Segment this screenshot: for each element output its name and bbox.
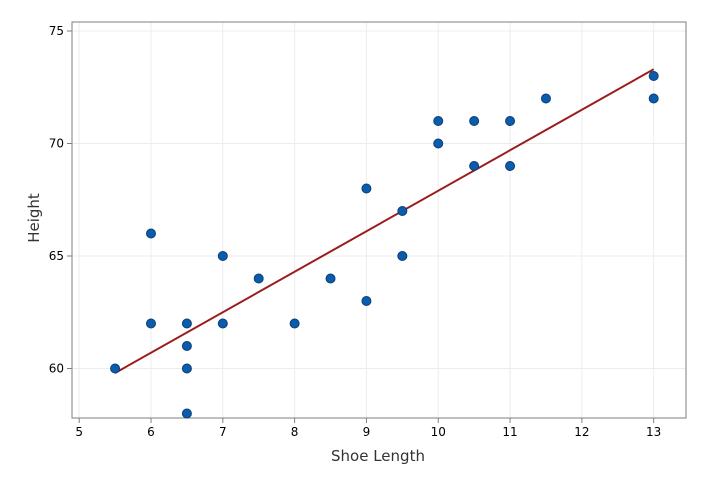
x-tick-label: 10: [431, 425, 446, 439]
plot-frame: [71, 21, 687, 419]
x-tick-label: 5: [75, 425, 83, 439]
data-point: [648, 93, 659, 104]
y-axis: 60 65 70 75: [49, 24, 72, 376]
data-point: [217, 318, 228, 329]
data-point: [289, 318, 300, 329]
data-point: [505, 116, 516, 126]
x-axis-title: Shoe Length: [331, 447, 425, 465]
data-point: [217, 251, 228, 261]
data-point: [361, 183, 372, 194]
y-tick-label: 70: [49, 137, 64, 151]
x-tick-label: 11: [502, 425, 517, 439]
grid-lines: [72, 22, 686, 418]
x-tick-label: 7: [219, 425, 227, 439]
data-point: [433, 138, 444, 149]
y-tick-label: 65: [49, 249, 64, 263]
data-point: [397, 251, 408, 261]
data-point: [397, 206, 408, 216]
data-point: [469, 161, 480, 171]
data-point: [433, 116, 444, 126]
data-point: [145, 228, 156, 239]
data-points: [110, 71, 659, 419]
y-tick-label: 75: [49, 24, 64, 38]
data-point: [361, 296, 372, 306]
data-point: [540, 93, 551, 104]
x-tick-label: 8: [291, 425, 299, 439]
regression-line: [114, 68, 655, 374]
data-point: [181, 408, 192, 419]
data-point: [145, 318, 156, 329]
x-tick-label: 9: [363, 425, 371, 439]
x-tick-label: 6: [147, 425, 155, 439]
y-tick-label: 60: [49, 362, 64, 376]
data-point: [110, 363, 121, 374]
data-point: [648, 71, 659, 81]
x-tick-label: 12: [574, 425, 589, 439]
y-axis-title: Height: [25, 193, 43, 243]
data-point: [253, 273, 264, 284]
data-point: [469, 116, 480, 126]
data-point: [325, 273, 336, 284]
data-point: [181, 341, 192, 351]
x-axis: 5 6 7 8 9 10 11 12 13: [75, 418, 661, 439]
data-point: [505, 161, 516, 171]
data-point: [181, 363, 192, 374]
x-tick-label: 13: [646, 425, 661, 439]
data-point: [181, 318, 192, 329]
